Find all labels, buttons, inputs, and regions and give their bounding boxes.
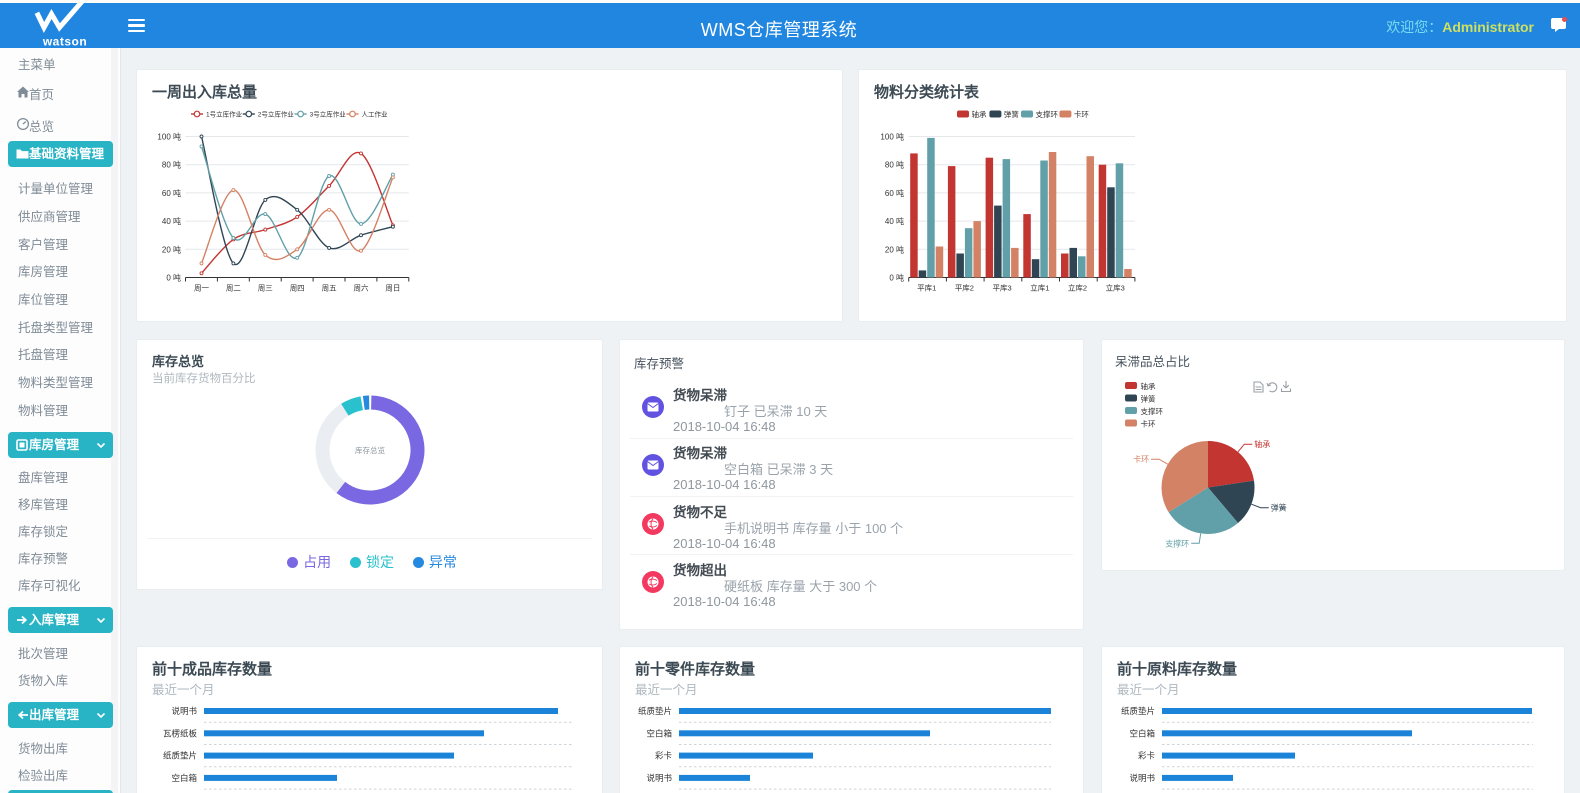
svg-text:100 吨: 100 吨 — [157, 132, 181, 142]
svg-text:40 吨: 40 吨 — [162, 216, 181, 226]
svg-text:立库2: 立库2 — [1068, 283, 1087, 293]
svg-text:0 吨: 0 吨 — [166, 273, 181, 283]
svg-text:平库2: 平库2 — [955, 283, 974, 293]
svg-text:1号立库作业: 1号立库作业 — [206, 110, 243, 119]
svg-text:空白箱: 空白箱 — [646, 728, 672, 738]
svg-text:60 吨: 60 吨 — [885, 188, 904, 198]
svg-text:20 吨: 20 吨 — [162, 244, 181, 254]
svg-text:纸质垫片: 纸质垫片 — [638, 706, 672, 716]
svg-text:纸质垫片: 纸质垫片 — [163, 751, 197, 761]
svg-text:弹簧: 弹簧 — [1004, 109, 1019, 119]
svg-text:支撑环: 支撑环 — [1141, 406, 1164, 416]
svg-text:周四: 周四 — [290, 284, 305, 293]
svg-text:支撑环: 支撑环 — [1165, 538, 1189, 548]
svg-text:立库1: 立库1 — [1030, 283, 1049, 293]
svg-text:轴承: 轴承 — [1254, 439, 1270, 449]
svg-text:彩卡: 彩卡 — [655, 751, 673, 761]
svg-text:立库3: 立库3 — [1106, 283, 1125, 293]
svg-text:彩卡: 彩卡 — [1138, 751, 1156, 761]
svg-text:卡环: 卡环 — [1074, 109, 1089, 119]
svg-text:轴承: 轴承 — [1141, 381, 1157, 391]
svg-text:2号立库作业: 2号立库作业 — [258, 110, 295, 119]
svg-text:平库1: 平库1 — [917, 283, 936, 293]
svg-text:周三: 周三 — [258, 284, 273, 293]
svg-text:周五: 周五 — [322, 284, 337, 293]
svg-text:说明书: 说明书 — [1129, 773, 1155, 783]
svg-text:空白箱: 空白箱 — [171, 773, 197, 783]
svg-text:说明书: 说明书 — [646, 773, 672, 783]
svg-text:弹簧: 弹簧 — [1271, 503, 1287, 513]
svg-text:60 吨: 60 吨 — [162, 188, 181, 198]
svg-text:100 吨: 100 吨 — [880, 132, 904, 142]
svg-text:平库3: 平库3 — [993, 283, 1012, 293]
svg-text:说明书: 说明书 — [171, 706, 197, 716]
svg-text:周二: 周二 — [226, 284, 241, 293]
svg-text:卡环: 卡环 — [1141, 418, 1157, 428]
svg-text:20 吨: 20 吨 — [885, 244, 904, 254]
svg-text:40 吨: 40 吨 — [885, 216, 904, 226]
svg-text:空白箱: 空白箱 — [1129, 728, 1155, 738]
svg-text:0 吨: 0 吨 — [889, 273, 904, 283]
svg-text:80 吨: 80 吨 — [885, 160, 904, 170]
svg-text:周六: 周六 — [354, 283, 369, 293]
svg-text:支撑环: 支撑环 — [1036, 109, 1059, 119]
svg-text:纸质垫片: 纸质垫片 — [1121, 706, 1155, 716]
svg-text:卡环: 卡环 — [1133, 454, 1149, 464]
svg-text:80 吨: 80 吨 — [162, 160, 181, 170]
svg-text:3号立库作业: 3号立库作业 — [310, 110, 347, 119]
svg-text:库存总览: 库存总览 — [355, 445, 385, 455]
svg-text:周一: 周一 — [194, 284, 209, 293]
svg-text:弹簧: 弹簧 — [1141, 393, 1157, 403]
svg-text:watson: watson — [42, 35, 87, 49]
svg-text:轴承: 轴承 — [972, 109, 987, 119]
svg-text:周日: 周日 — [385, 284, 400, 293]
svg-text:瓦楞纸板: 瓦楞纸板 — [163, 728, 198, 738]
svg-text:人工作业: 人工作业 — [362, 110, 389, 119]
